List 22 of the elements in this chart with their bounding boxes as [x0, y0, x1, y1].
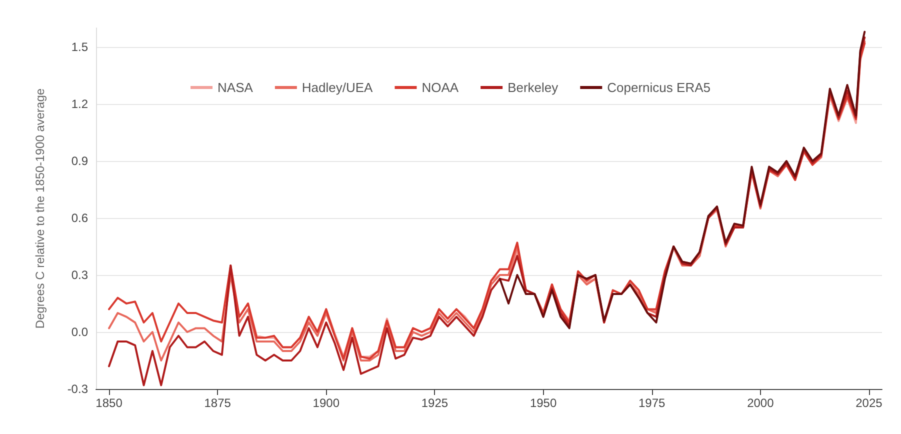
x-tick-label: 1925: [421, 396, 448, 410]
legend-label: Copernicus ERA5: [607, 80, 710, 95]
x-tick-label: 1875: [204, 396, 232, 410]
y-tick-label: 1.2: [71, 97, 88, 111]
y-tick-label: 1.5: [71, 40, 88, 54]
x-tick-label: 2000: [747, 396, 774, 410]
x-tick-label: 1950: [530, 396, 557, 410]
y-tick-label: 0.6: [71, 211, 88, 225]
x-tick-label: 2025: [856, 396, 883, 410]
legend-label: Hadley/UEA: [302, 80, 374, 95]
line-series: [498, 30, 866, 330]
x-tick-label: 1850: [96, 396, 123, 410]
y-tick-label: -0.3: [67, 382, 88, 396]
x-tick-label: 1900: [312, 396, 340, 410]
legend-label: NASA: [218, 80, 254, 95]
legend-label: NOAA: [422, 80, 459, 95]
legend-label: Berkeley: [508, 80, 559, 95]
y-tick-label: 0.0: [71, 325, 88, 339]
y-tick-label: 0.3: [71, 268, 88, 282]
x-tick-label: 1975: [638, 396, 666, 410]
y-axis-title: Degrees C relative to the 1850-1900 average: [33, 88, 47, 329]
y-tick-label: 0.9: [71, 154, 88, 168]
